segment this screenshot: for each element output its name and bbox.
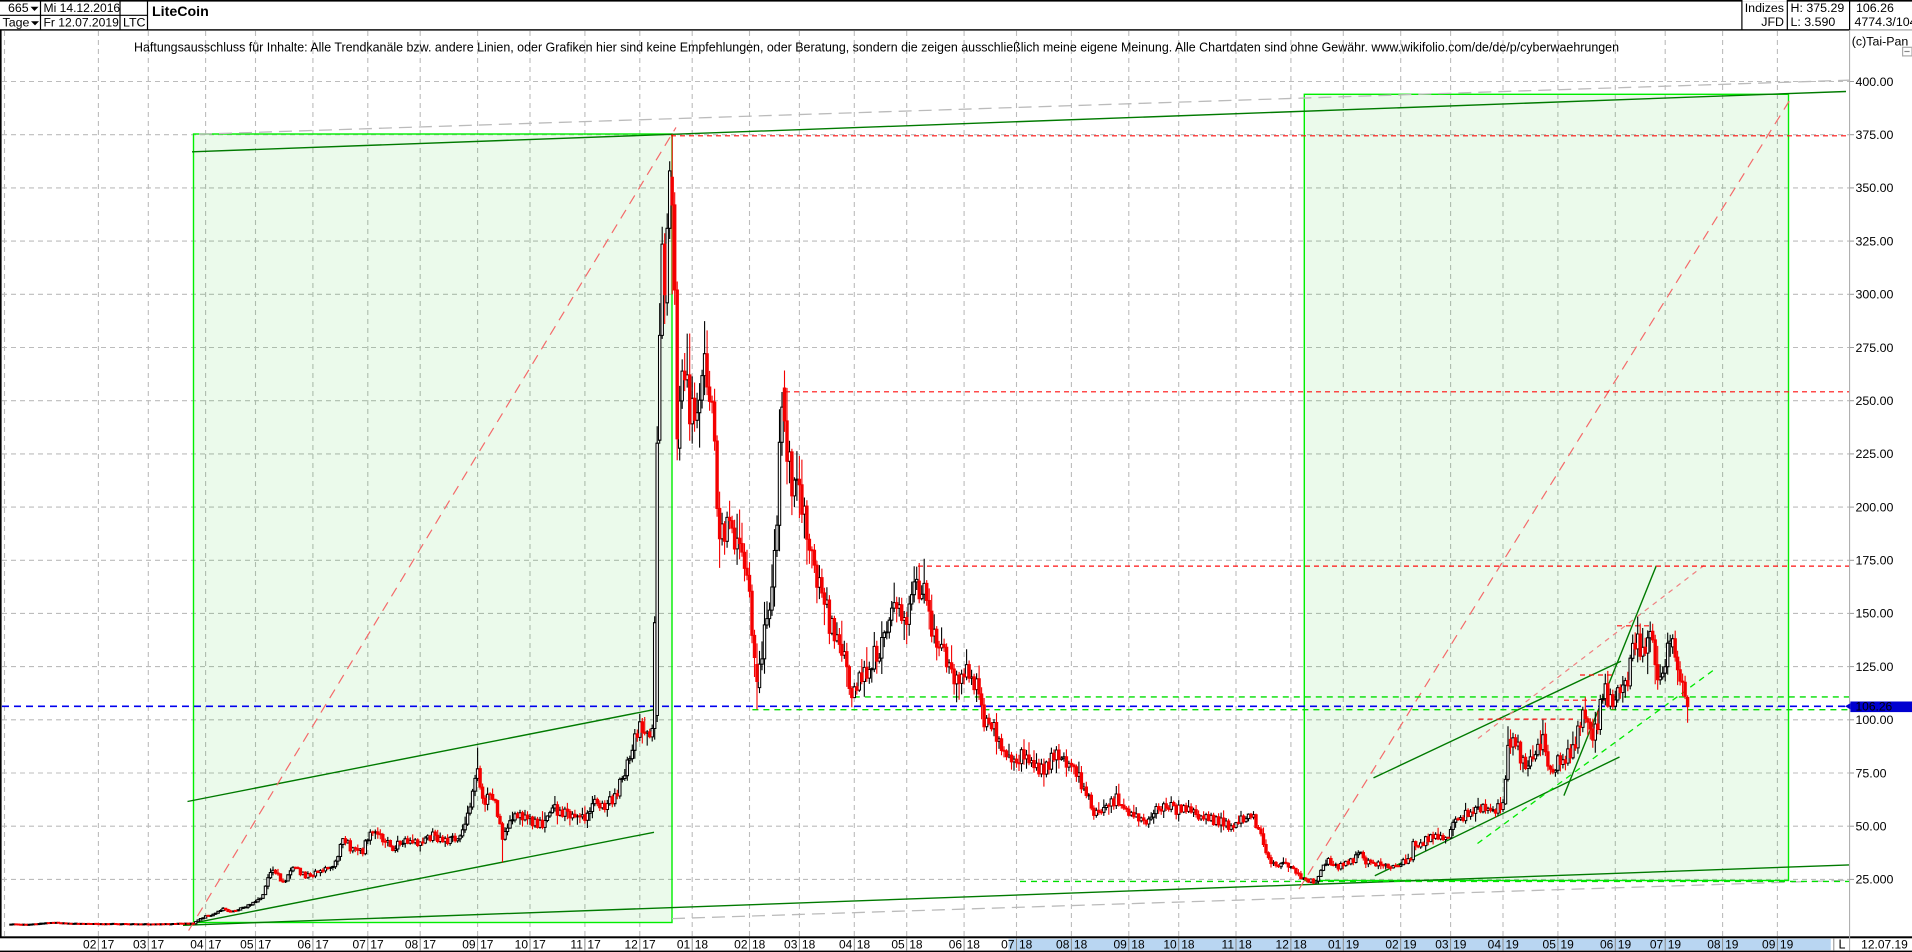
svg-text:275.00: 275.00 xyxy=(1856,341,1894,355)
svg-text:08: 08 xyxy=(405,937,419,951)
svg-text:18: 18 xyxy=(967,937,981,951)
svg-text:17: 17 xyxy=(370,937,384,951)
svg-text:05: 05 xyxy=(1543,937,1557,951)
svg-text:50.00: 50.00 xyxy=(1856,820,1887,834)
svg-text:04: 04 xyxy=(190,937,204,951)
svg-text:19: 19 xyxy=(1668,937,1682,951)
svg-text:03: 03 xyxy=(784,937,798,951)
svg-text:Indizes: Indizes xyxy=(1745,1,1784,15)
svg-text:LTC: LTC xyxy=(123,16,146,30)
svg-text:06: 06 xyxy=(298,937,312,951)
svg-text:665: 665 xyxy=(8,1,29,15)
svg-text:19: 19 xyxy=(1560,937,1574,951)
svg-text:06: 06 xyxy=(949,937,963,951)
svg-text:Fr 12.07.2019: Fr 12.07.2019 xyxy=(44,16,120,30)
svg-text:05: 05 xyxy=(240,937,254,951)
svg-text:18: 18 xyxy=(1181,937,1195,951)
svg-text:07: 07 xyxy=(1001,937,1015,951)
svg-text:18: 18 xyxy=(1239,937,1253,951)
svg-text:10: 10 xyxy=(515,937,529,951)
svg-text:06: 06 xyxy=(1600,937,1614,951)
svg-text:08: 08 xyxy=(1707,937,1721,951)
svg-text:350.00: 350.00 xyxy=(1856,181,1894,195)
svg-text:125.00: 125.00 xyxy=(1856,660,1894,674)
svg-text:H: 375.29: H: 375.29 xyxy=(1791,1,1845,15)
svg-text:02: 02 xyxy=(734,937,748,951)
svg-text:375.00: 375.00 xyxy=(1856,128,1894,142)
svg-text:18: 18 xyxy=(1074,937,1088,951)
svg-text:17: 17 xyxy=(101,937,115,951)
svg-text:11: 11 xyxy=(570,937,583,951)
svg-text:Haftungsausschluss für Inhalte: Haftungsausschluss für Inhalte: Alle Tre… xyxy=(134,40,1619,55)
svg-text:04: 04 xyxy=(1488,937,1502,951)
svg-text:JFD: JFD xyxy=(1761,15,1784,29)
svg-text:Tage: Tage xyxy=(3,16,30,30)
svg-text:18: 18 xyxy=(752,937,766,951)
svg-text:17: 17 xyxy=(423,937,437,951)
svg-text:02: 02 xyxy=(83,937,97,951)
svg-text:Mi 14.12.2016: Mi 14.12.2016 xyxy=(44,1,121,15)
svg-text:07: 07 xyxy=(352,937,366,951)
svg-text:11: 11 xyxy=(1222,937,1235,951)
svg-text:09: 09 xyxy=(1762,937,1776,951)
svg-text:17: 17 xyxy=(258,937,272,951)
svg-text:325.00: 325.00 xyxy=(1856,234,1894,248)
svg-text:106.26: 106.26 xyxy=(1856,1,1894,15)
svg-text:17: 17 xyxy=(480,937,494,951)
svg-text:09: 09 xyxy=(462,937,476,951)
svg-text:150.00: 150.00 xyxy=(1856,607,1894,621)
svg-text:19: 19 xyxy=(1618,937,1632,951)
svg-text:250.00: 250.00 xyxy=(1856,394,1894,408)
svg-text:08: 08 xyxy=(1056,937,1070,951)
svg-text:12: 12 xyxy=(1276,937,1290,951)
svg-text:18: 18 xyxy=(1293,937,1307,951)
svg-text:01: 01 xyxy=(677,937,691,951)
svg-text:19: 19 xyxy=(1780,937,1794,951)
svg-text:09: 09 xyxy=(1113,937,1127,951)
svg-text:19: 19 xyxy=(1346,937,1360,951)
svg-text:400.00: 400.00 xyxy=(1856,75,1894,89)
svg-text:106.26: 106.26 xyxy=(1856,700,1893,714)
svg-text:03: 03 xyxy=(133,937,147,951)
svg-text:10: 10 xyxy=(1163,937,1177,951)
svg-text:05: 05 xyxy=(891,937,905,951)
svg-text:17: 17 xyxy=(642,937,656,951)
svg-text:300.00: 300.00 xyxy=(1856,288,1894,302)
svg-text:175.00: 175.00 xyxy=(1856,554,1894,568)
svg-text:18: 18 xyxy=(695,937,709,951)
svg-text:100.00: 100.00 xyxy=(1856,713,1894,727)
svg-text:18: 18 xyxy=(909,937,923,951)
svg-text:17: 17 xyxy=(533,937,547,951)
svg-text:18: 18 xyxy=(802,937,816,951)
svg-text:4774.3/104: 4774.3/104 xyxy=(1855,15,1912,29)
svg-text:02: 02 xyxy=(1385,937,1399,951)
svg-text:L: L xyxy=(1839,938,1846,952)
svg-text:18: 18 xyxy=(857,937,871,951)
svg-text:25.000: 25.000 xyxy=(1856,873,1894,887)
svg-text:18: 18 xyxy=(1131,937,1145,951)
svg-text:04: 04 xyxy=(839,937,853,951)
svg-text:LiteCoin: LiteCoin xyxy=(152,4,209,20)
svg-text:(c)Tai-Pan: (c)Tai-Pan xyxy=(1852,35,1909,49)
svg-text:17: 17 xyxy=(587,937,601,951)
svg-text:17: 17 xyxy=(315,937,329,951)
svg-text:19: 19 xyxy=(1403,937,1417,951)
svg-text:19: 19 xyxy=(1506,937,1520,951)
svg-text:L: 3.590: L: 3.590 xyxy=(1791,15,1836,29)
svg-text:75.00: 75.00 xyxy=(1856,766,1887,780)
svg-text:18: 18 xyxy=(1019,937,1033,951)
svg-text:12: 12 xyxy=(624,937,638,951)
svg-text:01: 01 xyxy=(1328,937,1342,951)
svg-text:17: 17 xyxy=(151,937,165,951)
svg-text:19: 19 xyxy=(1725,937,1739,951)
svg-text:19: 19 xyxy=(1453,937,1467,951)
svg-text:225.00: 225.00 xyxy=(1856,447,1894,461)
svg-text:200.00: 200.00 xyxy=(1856,500,1894,514)
svg-text:03: 03 xyxy=(1435,937,1449,951)
svg-text:07: 07 xyxy=(1650,937,1664,951)
svg-text:17: 17 xyxy=(208,937,222,951)
svg-text:12.07.19: 12.07.19 xyxy=(1861,937,1908,951)
